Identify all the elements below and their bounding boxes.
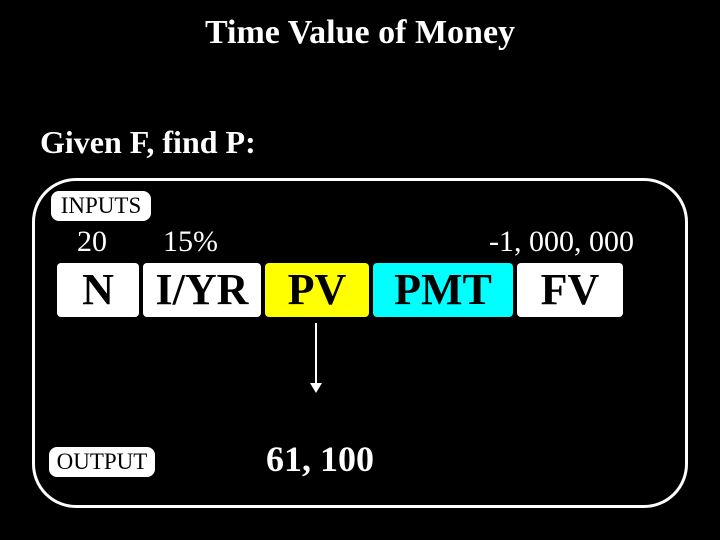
output-label: OUTPUT (49, 447, 155, 477)
slide: Time Value of Money Given F, find P: INP… (0, 0, 720, 540)
inputs-label: INPUTS (51, 191, 151, 221)
output-value: 61, 100 (235, 435, 405, 483)
key-pv[interactable]: PV (265, 263, 369, 317)
key-pmt[interactable]: PMT (373, 263, 513, 317)
subtitle: Given F, find P: (40, 124, 256, 161)
calculator-panel: INPUTS 20 15% -1, 000, 000 N I/YR PV PMT… (32, 178, 688, 508)
key-fv[interactable]: FV (517, 263, 623, 317)
page-title: Time Value of Money (0, 14, 720, 52)
input-value-n: 20 (77, 225, 137, 259)
input-value-iyr: 15% (163, 225, 243, 259)
key-iyr[interactable]: I/YR (143, 263, 261, 317)
arrow-head-icon (310, 383, 322, 393)
input-value-fv: -1, 000, 000 (489, 225, 689, 259)
key-n[interactable]: N (57, 263, 139, 317)
arrow-shaft (315, 323, 317, 383)
